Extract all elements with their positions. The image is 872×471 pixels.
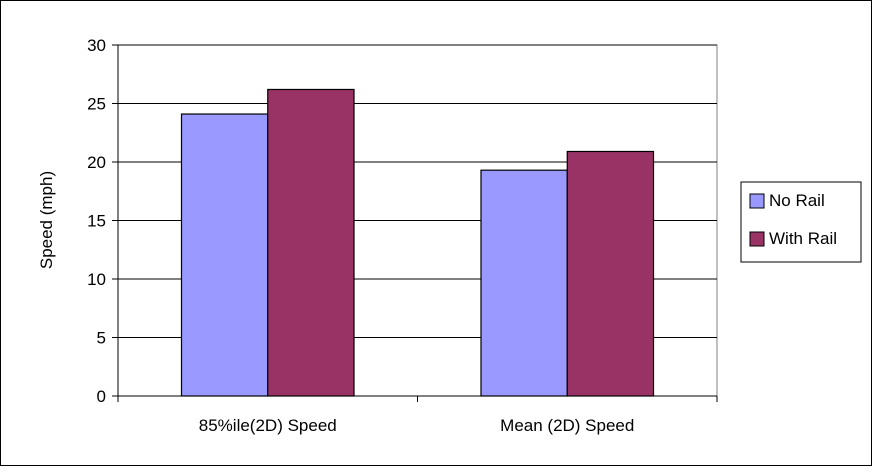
- legend-swatch: [749, 231, 765, 247]
- bars: [180, 88, 655, 397]
- bar-with-rail-1: [566, 150, 655, 397]
- legend: No Rail With Rail: [740, 181, 862, 263]
- y-tick-label: 15: [87, 212, 106, 231]
- legend-label: No Rail: [769, 191, 825, 210]
- bar-no-rail-0: [180, 113, 269, 397]
- bar-with-rail-0: [267, 88, 355, 397]
- x-category-label: 85%ile(2D) Speed: [199, 416, 337, 435]
- y-tick-label: 25: [87, 95, 106, 114]
- axes: 0 5 10 15 20 25 30 85%ile(2D) Speed Mean (2D) Sp…: [87, 36, 718, 435]
- legend-swatch: [749, 193, 765, 209]
- bar-no-rail-1: [480, 169, 568, 397]
- y-tick-label: 20: [87, 153, 106, 172]
- y-tick-label: 0: [97, 387, 106, 406]
- y-tick-label: 30: [87, 36, 106, 55]
- legend-label: With Rail: [769, 229, 837, 248]
- y-axis-label: Speed (mph): [37, 171, 56, 269]
- y-tick-label: 10: [87, 270, 106, 289]
- x-category-label: Mean (2D) Speed: [500, 416, 634, 435]
- y-tick-label: 5: [97, 329, 106, 348]
